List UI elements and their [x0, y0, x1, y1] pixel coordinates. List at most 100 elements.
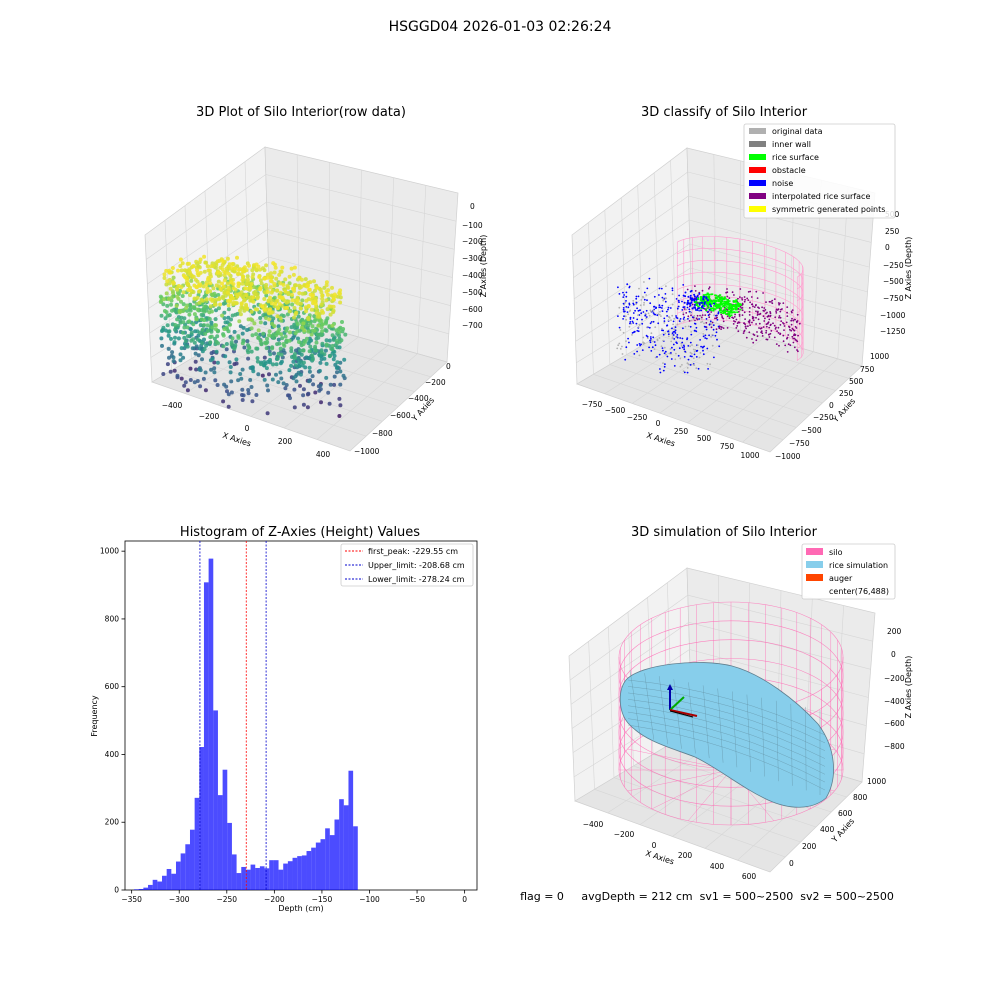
histogram-y-label: Frequency — [90, 695, 99, 737]
interpolated-point — [760, 330, 763, 332]
noise-point — [629, 318, 632, 320]
raw-point — [320, 341, 325, 346]
interpolated-point — [778, 303, 780, 306]
raw-point — [226, 392, 231, 397]
noise-point — [627, 313, 630, 316]
raw-point — [238, 308, 242, 313]
histogram-bar — [273, 860, 279, 890]
noise-point — [625, 346, 628, 349]
noise-point — [678, 294, 680, 297]
raw-point — [326, 390, 331, 395]
raw-point — [274, 362, 279, 367]
raw-z-tick: 0 — [470, 202, 475, 211]
noise-point — [708, 334, 710, 337]
rice-surface-point — [718, 296, 721, 299]
raw-point — [307, 287, 312, 292]
noise-point — [662, 339, 665, 342]
raw-point — [215, 270, 220, 275]
rice-surface-point — [728, 311, 731, 313]
raw-point — [173, 335, 177, 340]
raw-point — [335, 370, 339, 375]
raw-point — [283, 277, 288, 282]
noise-point — [693, 350, 696, 353]
histogram-legend-label: Upper_limit: -208.68 cm — [368, 561, 465, 570]
simulation-legend-label: silo — [829, 548, 843, 557]
noise-point — [639, 309, 641, 312]
noise-point — [717, 325, 720, 328]
raw-point — [213, 378, 218, 383]
interpolated-point — [743, 329, 746, 332]
raw-point — [272, 281, 277, 286]
raw-point — [161, 372, 166, 376]
raw-point — [313, 390, 318, 395]
grid-line — [689, 243, 868, 293]
raw-point — [162, 276, 167, 280]
raw-point — [299, 352, 304, 357]
interpolated-point — [791, 335, 794, 338]
noise-point — [650, 310, 652, 313]
histogram-bar — [152, 879, 158, 890]
rice-surface-point — [716, 307, 719, 309]
raw-point — [324, 375, 329, 380]
noise-point — [624, 301, 627, 304]
rice-surface-point — [733, 300, 736, 303]
raw-point — [203, 388, 208, 393]
raw-point — [169, 302, 173, 307]
noise-point — [650, 337, 652, 340]
noise-point — [689, 304, 692, 307]
interpolated-point — [744, 323, 746, 326]
raw-point — [259, 281, 264, 286]
rice-surface-point — [706, 296, 709, 299]
grid-line — [620, 197, 627, 355]
raw-point — [222, 291, 227, 295]
raw-point — [200, 357, 204, 362]
interpolated-point — [796, 321, 798, 324]
rice-surface-point — [714, 294, 717, 296]
raw-point — [248, 286, 253, 291]
rice-surface-point — [706, 307, 709, 309]
noise-point — [633, 331, 635, 334]
raw-point — [216, 279, 221, 284]
noise-point — [663, 320, 666, 322]
raw-point — [214, 340, 219, 344]
raw-point — [198, 323, 203, 328]
interpolated-point — [685, 312, 688, 314]
raw-point — [222, 382, 227, 387]
raw-point — [240, 331, 245, 336]
noise-point — [710, 336, 712, 338]
noise-point — [664, 300, 667, 303]
noise-point — [682, 370, 685, 373]
raw-grid — [145, 154, 457, 440]
noise-point — [653, 348, 656, 350]
rice-surface-point — [722, 311, 725, 313]
raw-point — [205, 290, 210, 295]
raw-point — [214, 327, 218, 332]
raw-point — [214, 297, 218, 302]
raw-point — [269, 275, 274, 279]
noise-point — [679, 318, 682, 320]
histogram-x-tick: −100 — [359, 895, 380, 904]
raw-point — [232, 346, 237, 351]
interpolated-point — [741, 298, 744, 301]
raw-point — [274, 276, 279, 281]
histogram-bar — [194, 797, 200, 890]
classify-y-tick: 750 — [860, 365, 875, 374]
interpolated-point — [720, 326, 722, 328]
raw-point — [287, 338, 292, 343]
interpolated-point — [745, 327, 747, 330]
raw-point — [202, 318, 207, 323]
raw-point — [172, 368, 177, 373]
rice-mesh-line — [644, 673, 654, 740]
interpolated-point — [782, 334, 785, 337]
raw-point — [290, 302, 295, 307]
noise-point — [649, 336, 652, 338]
simulation-x-tick: 400 — [710, 862, 725, 871]
silo-floor-spoke — [687, 769, 732, 821]
interpolated-point — [748, 310, 751, 313]
raw-point — [257, 275, 262, 279]
raw-point — [205, 329, 210, 333]
classify-legend-handle — [749, 167, 766, 173]
noise-point — [618, 293, 621, 295]
interpolated-point — [756, 331, 758, 333]
raw-point — [258, 278, 263, 283]
